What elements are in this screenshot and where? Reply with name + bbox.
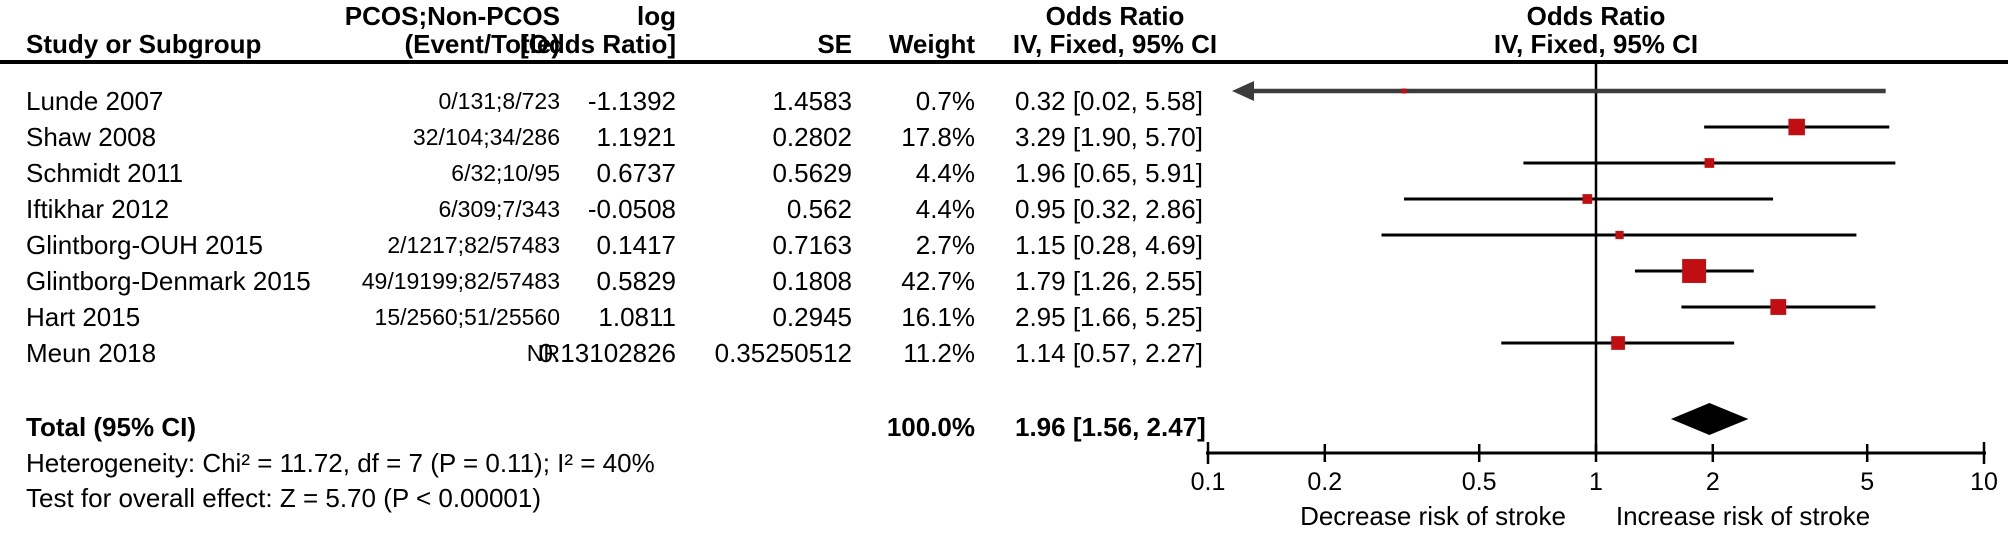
se-value: 0.2945 [772,302,852,332]
axis-tick-label: 5 [1860,468,1875,496]
column-header-study: Study or Subgroup [26,29,262,59]
study-name: Lunde 2007 [26,86,164,116]
column-header-logor-line1: log [637,1,676,31]
study-name: Glintborg-Denmark 2015 [26,266,311,296]
axis-tick-label: 2 [1705,468,1720,496]
axis-tick-label: 0.2 [1307,468,1343,496]
axis-tick-label: 0.5 [1461,468,1497,496]
se-value: 0.5629 [772,158,852,188]
arrow-left-icon [1232,81,1254,101]
events-value: 32/104;34/286 [412,124,560,150]
log-odds-ratio-value: 1.1921 [596,122,676,152]
effect-marker [1401,88,1407,94]
log-odds-ratio-value: 0.5829 [596,266,676,296]
or-ci-text: 0.95 [0.32, 2.86] [1015,194,1203,224]
overall-effect-text: Test for overall effect: Z = 5.70 (P < 0… [26,483,541,513]
effect-marker [1611,336,1625,350]
weight-value: 4.4% [915,194,975,224]
weight-value: 42.7% [901,266,975,296]
or-ci-text: 1.79 [1.26, 2.55] [1015,266,1203,296]
log-odds-ratio-value: -1.1392 [587,86,676,116]
column-header-events-line2: (Event/Totle) [404,29,560,59]
study-name: Glintborg-OUH 2015 [26,230,263,260]
weight-value: 4.4% [915,158,975,188]
se-value: 0.35250512 [714,338,852,368]
events-value: 15/2560;51/25560 [374,304,560,330]
log-odds-ratio-value: 1.0811 [598,302,676,332]
axis-tick-label: 1 [1589,468,1603,496]
se-value: 0.562 [786,194,852,224]
axis-label-decrease-risk: Decrease risk of stroke [1300,501,1566,531]
log-odds-ratio-value: 0.1417 [596,230,676,260]
log-odds-ratio-value: 0.13102826 [538,338,676,368]
weight-value: 2.7% [915,230,975,260]
column-header-or-line1: Odds Ratio [1045,1,1185,31]
column-header-se: SE [817,29,852,59]
effect-marker [1682,259,1707,283]
axis-label-increase-risk: Increase risk of stroke [1615,501,1871,531]
events-value: 0/131;8/723 [438,88,560,114]
events-value: 6/32;10/95 [451,160,560,186]
se-value: 1.4583 [772,86,852,116]
effect-marker [1582,194,1593,204]
events-value: 6/309;7/343 [438,196,560,222]
or-ci-text: 1.15 [0.28, 4.69] [1015,230,1203,260]
or-ci-text: 2.95 [1.66, 5.25] [1015,302,1203,332]
study-name: Schmidt 2011 [26,158,184,188]
study-name: Iftikhar 2012 [26,194,170,224]
header-rule [0,60,2008,64]
study-name: Meun 2018 [26,338,157,368]
heterogeneity-text: Heterogeneity: Chi² = 11.72, df = 7 (P =… [26,448,655,478]
total-weight: 100.0% [886,412,975,442]
log-odds-ratio-value: 0.6737 [596,158,676,188]
events-value: NR [526,340,560,366]
weight-value: 11.2% [903,338,975,368]
weight-value: 17.8% [901,122,975,152]
weight-value: 16.1% [901,302,975,332]
column-header-weight: Weight [888,29,975,59]
se-value: 0.7163 [772,230,852,260]
column-header-or-line2: IV, Fixed, 95% CI [1012,29,1218,59]
or-ci-text: 1.96 [0.65, 5.91] [1015,158,1203,188]
total-or-ci: 1.96 [1.56, 2.47] [1015,412,1206,442]
se-value: 0.1808 [772,266,852,296]
axis-tick-label: 10 [1970,468,1998,496]
events-value: 2/1217;82/57483 [387,232,560,258]
total-label: Total (95% CI) [26,412,196,442]
study-name: Hart 2015 [26,302,141,332]
axis-tick-label: 0.1 [1190,468,1226,496]
or-ci-text: 3.29 [1.90, 5.70] [1015,122,1203,152]
or-ci-text: 1.14 [0.57, 2.27] [1015,338,1203,368]
effect-marker [1788,118,1805,136]
overall-diamond [1670,403,1749,435]
plot-header-or-line2: IV, Fixed, 95% CI [1493,29,1699,59]
or-ci-text: 0.32 [0.02, 5.58] [1015,86,1203,116]
study-name: Shaw 2008 [26,122,157,152]
plot-header-or-line1: Odds Ratio [1526,1,1666,31]
column-header-logor-line2: [Odds Ratio] [520,29,676,59]
effect-marker [1770,299,1787,315]
column-header-events-line1: PCOS;Non-PCOS [344,1,560,31]
effect-marker [1615,230,1624,240]
weight-value: 0.7% [915,86,975,116]
events-value: 49/19199;82/57483 [361,268,560,294]
effect-marker [1704,158,1715,168]
se-value: 0.2802 [772,122,852,152]
log-odds-ratio-value: -0.0508 [587,194,676,224]
